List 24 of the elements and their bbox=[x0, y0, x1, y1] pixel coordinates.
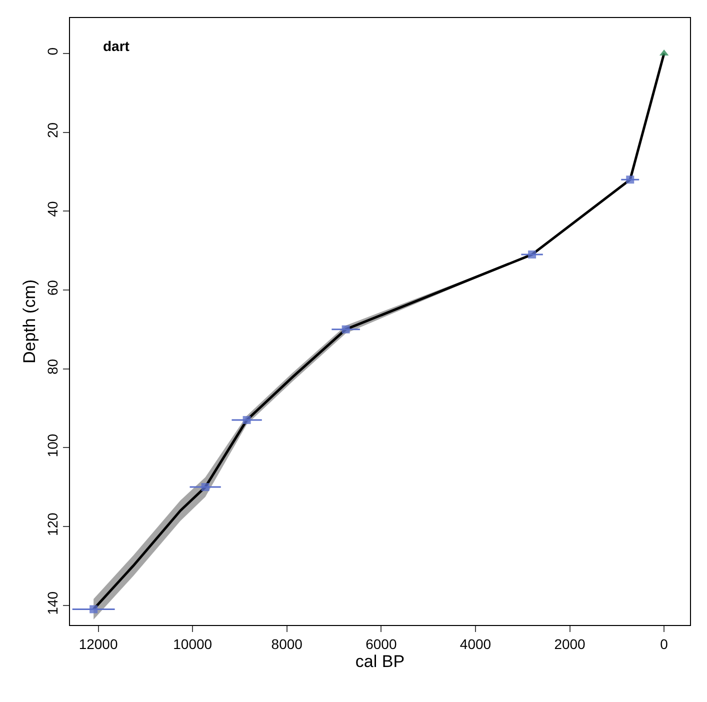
y-tick-label: 100 bbox=[44, 434, 60, 458]
x-tick-label: 12000 bbox=[78, 636, 118, 652]
y-tick-label: 60 bbox=[44, 280, 60, 296]
x-tick-label: 10000 bbox=[173, 636, 212, 652]
y-tick-label: 0 bbox=[44, 47, 60, 56]
y-tick-label: 140 bbox=[44, 591, 60, 615]
annotation: dart bbox=[103, 38, 130, 54]
x-tick-label: 2000 bbox=[554, 636, 586, 652]
y-tick-label: 80 bbox=[44, 358, 60, 374]
point bbox=[242, 416, 251, 424]
point bbox=[528, 250, 536, 258]
x-tick-label: 4000 bbox=[460, 636, 492, 652]
x-axis-title: cal BP bbox=[355, 652, 405, 672]
y-axis-title: Depth (cm) bbox=[20, 279, 39, 364]
point bbox=[342, 325, 350, 334]
x-tick-label: 0 bbox=[660, 636, 668, 652]
point bbox=[201, 483, 210, 492]
point bbox=[626, 176, 634, 184]
x-tick-label: 6000 bbox=[366, 636, 397, 652]
point bbox=[90, 605, 98, 614]
x-tick-label: 8000 bbox=[271, 636, 303, 652]
y-tick-label: 120 bbox=[44, 512, 60, 536]
y-tick-label: 40 bbox=[44, 201, 60, 217]
y-tick-label: 20 bbox=[44, 122, 60, 138]
